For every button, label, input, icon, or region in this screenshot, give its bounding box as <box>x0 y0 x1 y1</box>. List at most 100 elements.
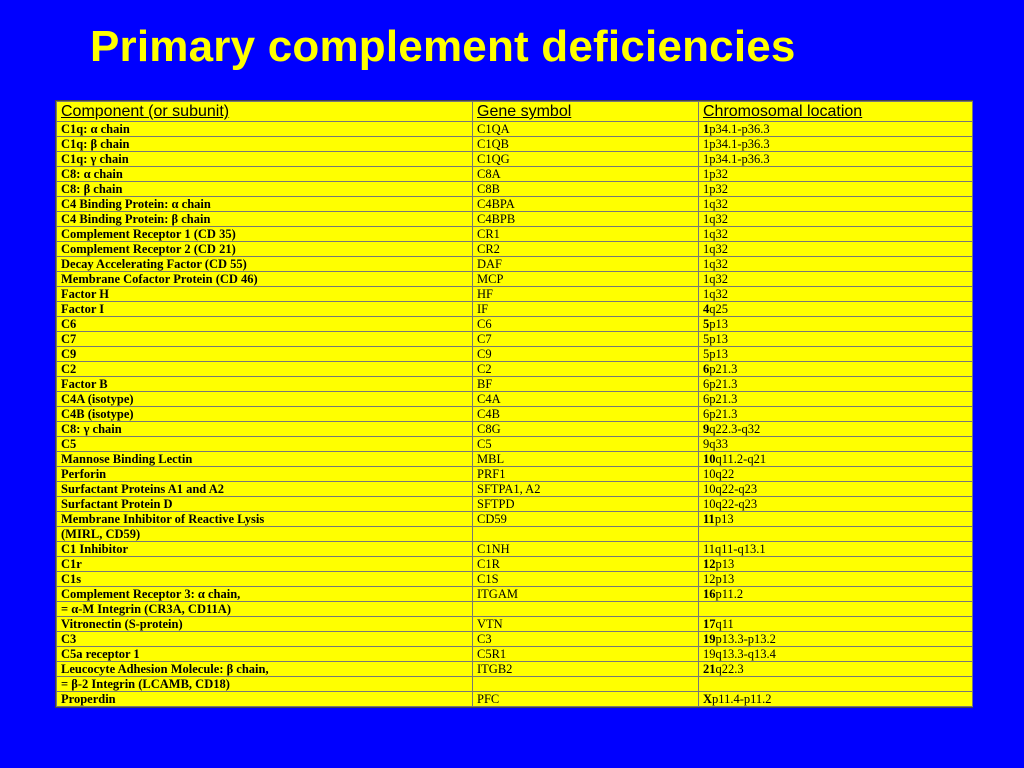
table-row: C5a receptor 1 C5R1 19q13.3-q13.4 <box>56 646 973 662</box>
table-row: C5 C5 9q33 <box>56 436 973 452</box>
chromosome-band: 1p34.1-p36.3 <box>703 137 770 151</box>
slide-title: Primary complement deficiencies <box>90 22 796 71</box>
chromosomal-location-cell: 9q33 <box>698 436 973 452</box>
chromosome-number: 19 <box>703 632 716 646</box>
chromosomal-location-cell: Xp11.4-p11.2 <box>698 691 973 707</box>
chromosome-band: q22.3 <box>715 662 744 676</box>
table-row: C1r C1R 12p13 <box>56 556 973 572</box>
chromosome-band: 1p32 <box>703 182 728 196</box>
chromosomal-location-cell: 6p21.3 <box>698 361 973 377</box>
chromosome-band: 1p32 <box>703 167 728 181</box>
component-cell: Perforin <box>56 466 473 482</box>
deficiency-table: Component (or subunit) Gene symbol Chrom… <box>55 100 973 708</box>
gene-symbol-cell: C1NH <box>472 541 699 557</box>
chromosomal-location-cell: 11p13 <box>698 511 973 527</box>
chromosome-band: q11 <box>715 617 734 631</box>
gene-symbol-cell: C5R1 <box>472 646 699 662</box>
chromosome-number: 4 <box>703 302 710 316</box>
table-body: C1q: α chain C1QA 1p34.1-p36.3 C1q: β chain… <box>56 121 973 707</box>
chromosomal-location-cell: 19q13.3-q13.4 <box>698 646 973 662</box>
chromosome-band: 1q32 <box>703 212 728 226</box>
chromosomal-location-cell: 11q11-q13.1 <box>698 541 973 557</box>
component-cell: Membrane Inhibitor of Reactive Lysis <box>56 511 473 527</box>
chromosome-band: p11.4-p11.2 <box>712 692 772 706</box>
gene-symbol-cell: SFTPD <box>472 496 699 512</box>
chromosome-band: 12p13 <box>703 572 735 586</box>
gene-symbol-cell: C8G <box>472 421 699 437</box>
chromosomal-location-cell: 10q22-q23 <box>698 481 973 497</box>
component-cell: C8: α chain <box>56 166 473 182</box>
chromosomal-location-cell: 1p32 <box>698 166 973 182</box>
component-cell: Mannose Binding Lectin <box>56 451 473 467</box>
component-cell: C5a receptor 1 <box>56 646 473 662</box>
chromosome-number: 10 <box>703 452 716 466</box>
header-gene-symbol: Gene symbol <box>472 101 699 122</box>
table-row: Factor I IF 4q25 <box>56 301 973 317</box>
component-cell: C4 Binding Protein: α chain <box>56 196 473 212</box>
gene-symbol-cell: CR2 <box>472 241 699 257</box>
chromosome-band: 19q13.3-q13.4 <box>703 647 776 661</box>
table-row: C1q: α chain C1QA 1p34.1-p36.3 <box>56 121 973 137</box>
chromosome-band: 6p21.3 <box>703 407 738 421</box>
component-cell: Leucocyte Adhesion Molecule: β chain, <box>56 661 473 677</box>
gene-symbol-cell: ITGAM <box>472 586 699 602</box>
chromosome-number: 1 <box>703 122 710 136</box>
gene-symbol-cell: C8A <box>472 166 699 182</box>
component-cell: C3 <box>56 631 473 647</box>
table-row: Properdin PFC Xp11.4-p11.2 <box>56 691 973 707</box>
chromosome-band: p13 <box>709 317 728 331</box>
chromosomal-location-cell: 5p13 <box>698 331 973 347</box>
component-cell: Factor I <box>56 301 473 317</box>
table-row: Complement Receptor 3: α chain, ITGAM 16p1… <box>56 586 973 602</box>
chromosome-band: p13.3-p13.2 <box>715 632 776 646</box>
table-row: C3 C3 19p13.3-p13.2 <box>56 631 973 647</box>
chromosomal-location-cell: 10q22-q23 <box>698 496 973 512</box>
component-cell: Surfactant Proteins A1 and A2 <box>56 481 473 497</box>
chromosomal-location-cell <box>698 676 973 692</box>
gene-symbol-cell <box>472 601 699 617</box>
chromosome-band: q25 <box>709 302 728 316</box>
component-cell: Factor B <box>56 376 473 392</box>
component-cell: C4A (isotype) <box>56 391 473 407</box>
component-cell: C4 Binding Protein: β chain <box>56 211 473 227</box>
chromosome-band: 1p34.1-p36.3 <box>703 152 770 166</box>
gene-symbol-cell: BF <box>472 376 699 392</box>
component-cell: Complement Receptor 1 (CD 35) <box>56 226 473 242</box>
table-row: Perforin PRF1 10q22 <box>56 466 973 482</box>
chromosome-number: 16 <box>703 587 716 601</box>
component-cell: Surfactant Protein D <box>56 496 473 512</box>
table-row: Factor H HF 1q32 <box>56 286 973 302</box>
chromosomal-location-cell: 6p21.3 <box>698 391 973 407</box>
chromosome-number: 5 <box>703 317 710 331</box>
chromosome-band: p21.3 <box>709 362 738 376</box>
gene-symbol-cell: C6 <box>472 316 699 332</box>
table-row: C4B (isotype) C4B 6p21.3 <box>56 406 973 422</box>
chromosome-band: 9q33 <box>703 437 728 451</box>
chromosomal-location-cell: 12p13 <box>698 556 973 572</box>
table-row: Complement Receptor 1 (CD 35) CR1 1q32 <box>56 226 973 242</box>
chromosome-number: 21 <box>703 662 716 676</box>
chromosome-number: 9 <box>703 422 710 436</box>
chromosomal-location-cell: 9q22.3-q32 <box>698 421 973 437</box>
gene-symbol-cell: C1QA <box>472 121 699 137</box>
component-cell: C2 <box>56 361 473 377</box>
chromosomal-location-cell: 1q32 <box>698 271 973 287</box>
table-row: C1 Inhibitor C1NH 11q11-q13.1 <box>56 541 973 557</box>
chromosome-number: 17 <box>703 617 716 631</box>
table-row: C1s C1S 12p13 <box>56 571 973 587</box>
chromosomal-location-cell: 1p34.1-p36.3 <box>698 151 973 167</box>
component-cell: C8: γ chain <box>56 421 473 437</box>
gene-symbol-cell: C4B <box>472 406 699 422</box>
chromosomal-location-cell: 1q32 <box>698 256 973 272</box>
gene-symbol-cell: C9 <box>472 346 699 362</box>
chromosome-number: 6 <box>703 362 710 376</box>
chromosomal-location-cell <box>698 526 973 542</box>
gene-symbol-cell <box>472 526 699 542</box>
table-row: C6 C6 5p13 <box>56 316 973 332</box>
chromosome-band: 1q32 <box>703 242 728 256</box>
chromosomal-location-cell: 1p34.1-p36.3 <box>698 136 973 152</box>
chromosomal-location-cell: 19p13.3-p13.2 <box>698 631 973 647</box>
gene-symbol-cell: C1S <box>472 571 699 587</box>
chromosomal-location-cell: 16p11.2 <box>698 586 973 602</box>
chromosome-band: p34.1-p36.3 <box>709 122 770 136</box>
